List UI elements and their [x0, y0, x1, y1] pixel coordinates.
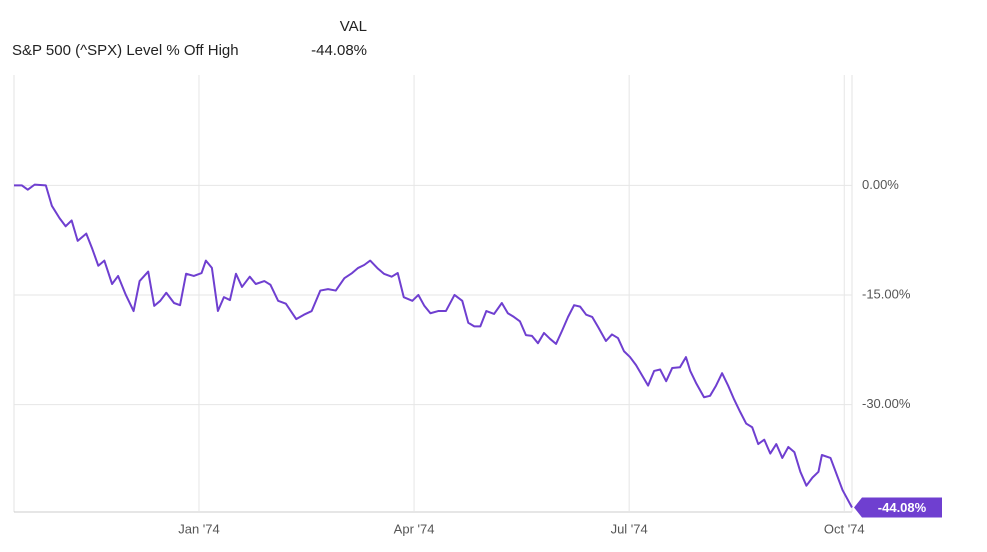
line [14, 183, 853, 508]
legend-header: VAL [340, 18, 367, 35]
x-tick-label: Oct '74 [824, 521, 865, 536]
y-tick-label: -30.00% [862, 396, 911, 411]
x-tick-label: Apr '74 [394, 521, 435, 536]
x-tick-label: Jul '74 [611, 521, 648, 536]
legend-value: -44.08% [311, 42, 367, 59]
value-badge-label: -44.08% [878, 500, 927, 515]
x-tick-label: Jan '74 [178, 521, 220, 536]
y-tick-label: -15.00% [862, 286, 911, 301]
legend-name: S&P 500 (^SPX) Level % Off High [12, 42, 239, 59]
y-tick-label: 0.00% [862, 177, 899, 192]
value-badge [854, 497, 942, 518]
